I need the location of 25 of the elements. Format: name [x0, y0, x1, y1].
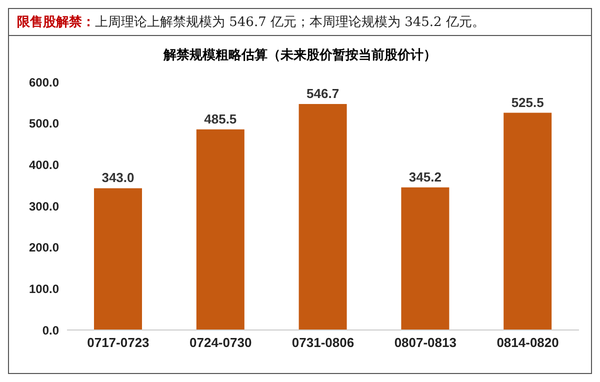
- data-label: 345.2: [408, 169, 442, 184]
- bar: [504, 112, 552, 330]
- x-tick-label: 0807-0813: [394, 335, 456, 350]
- chart-title: 解禁规模粗略估算（未来股价暂按当前股价计）: [162, 47, 438, 64]
- y-tick-label: 300.0: [28, 199, 60, 214]
- x-tick-label: 0731-0806: [292, 335, 354, 350]
- y-tick-label: 600.0: [28, 75, 60, 90]
- data-label: 525.5: [511, 94, 544, 110]
- x-tick-label: 0724-0730: [190, 335, 252, 350]
- data-label: 546.7: [306, 86, 340, 102]
- x-tick-label: 0814-0820: [496, 335, 559, 350]
- bar: [196, 129, 244, 330]
- data-label: 485.5: [204, 111, 237, 126]
- y-tick-label: 0.0: [42, 323, 60, 338]
- data-label: 343.0: [102, 170, 134, 186]
- bar: [94, 188, 142, 330]
- bar: [401, 187, 450, 330]
- text: 上周理论上解禁规模为 546.7 亿元；本周理论规模为 345.2 亿元。: [95, 14, 485, 31]
- y-tick-label: 200.0: [28, 240, 60, 255]
- y-tick-label: 100.0: [28, 282, 60, 296]
- text: 限售股解禁：: [17, 14, 95, 31]
- bar: [298, 104, 347, 330]
- y-tick-label: 400.0: [28, 158, 60, 172]
- x-tick-label: 0717-0723: [87, 335, 150, 350]
- y-tick-label: 500.0: [28, 116, 60, 131]
